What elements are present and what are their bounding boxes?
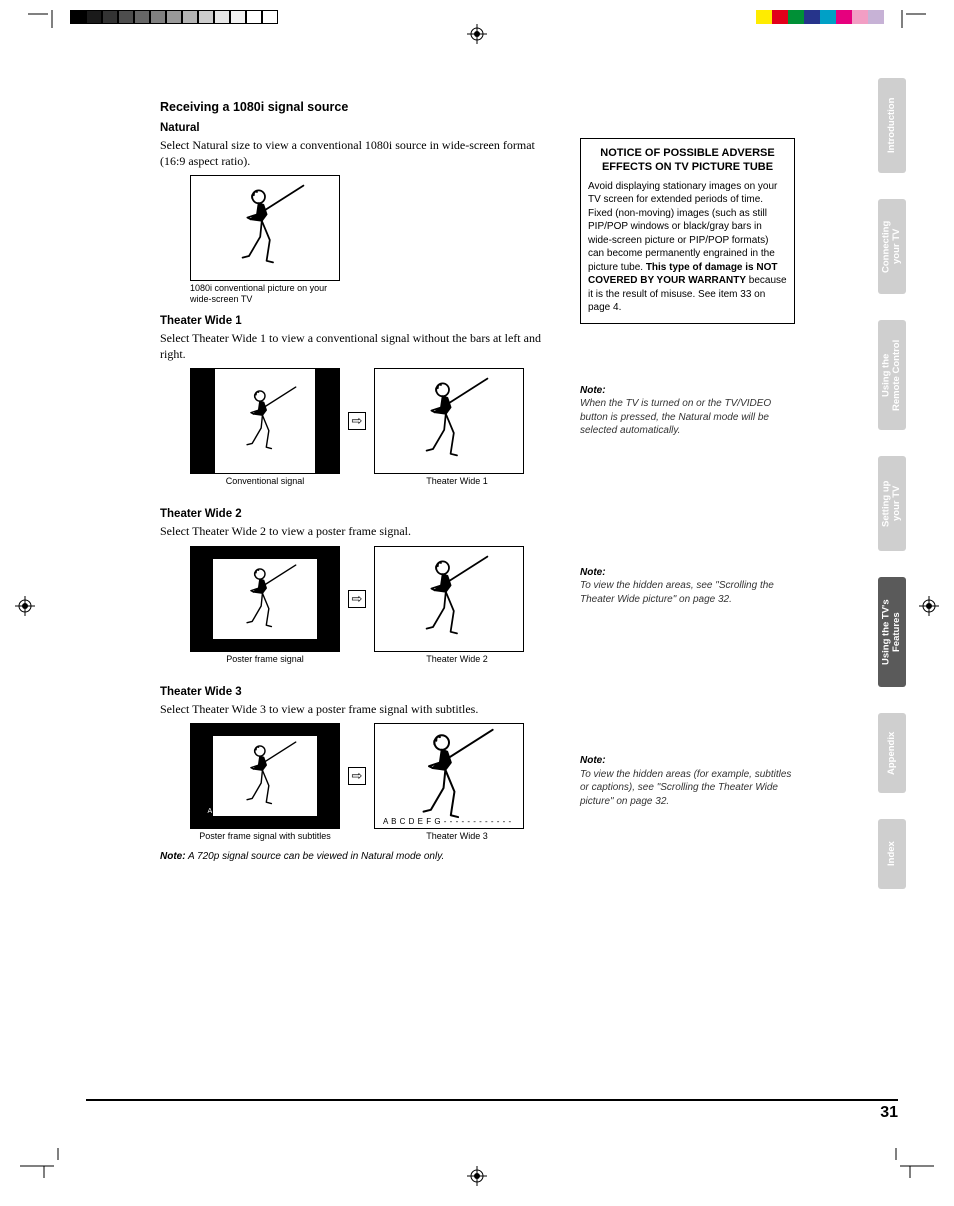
figure-tw1 <box>374 368 524 474</box>
body-text: Select Theater Wide 2 to view a poster f… <box>160 523 560 539</box>
note-block: Note: To view the hidden areas, see "Scr… <box>580 566 795 607</box>
notice-body: Avoid displaying stationary images on yo… <box>588 180 787 315</box>
registration-target-icon <box>919 596 939 616</box>
crop-mark-icon <box>28 10 58 28</box>
footnote-body: A 720p signal source can be viewed in Na… <box>186 851 445 862</box>
figure-caption: 1080i conventional picture on your wide-… <box>190 283 340 305</box>
figure-caption: Conventional signal <box>190 476 340 486</box>
figure-tw2 <box>374 546 524 652</box>
registration-target-icon <box>467 24 487 44</box>
color-swatch <box>756 10 884 24</box>
footnote-label: Note: <box>160 851 186 862</box>
subsection-heading: Theater Wide 3 <box>160 686 560 698</box>
crop-mark-icon <box>20 1148 60 1178</box>
caption-row: Poster frame signal with subtitles Theat… <box>190 831 560 841</box>
footnote: Note: A 720p signal source can be viewed… <box>160 851 560 862</box>
main-column: Receiving a 1080i signal source Natural … <box>160 100 560 862</box>
figure-caption: Theater Wide 2 <box>382 654 532 664</box>
tab-features[interactable]: Using the TV's Features <box>878 577 906 687</box>
subsection-heading: Theater Wide 2 <box>160 508 560 520</box>
caption-row: 1080i conventional picture on your wide-… <box>190 283 560 305</box>
registration-target-icon <box>15 596 35 616</box>
caption-row: Conventional signal Theater Wide 1 <box>190 476 560 486</box>
figure-caption: Poster frame signal with subtitles <box>190 831 340 841</box>
tab-index[interactable]: Index <box>878 819 906 889</box>
note-label: Note: <box>580 566 795 580</box>
subsection-heading: Natural <box>160 122 560 134</box>
subtitle-overlay: A B C D E F G - - - - - - - - - - - - <box>375 817 523 826</box>
figure-conventional <box>190 368 340 474</box>
arrow-icon: ⇨ <box>348 767 366 785</box>
notice-title: NOTICE OF POSSIBLE ADVERSE EFFECTS ON TV… <box>588 147 787 175</box>
body-text: Select Natural size to view a convention… <box>160 137 560 169</box>
section-heading: Receiving a 1080i signal source <box>160 100 560 114</box>
note-label: Note: <box>580 754 795 768</box>
figure-tw3: A B C D E F G - - - - - - - - - - - - <box>374 723 524 829</box>
body-text: Select Theater Wide 1 to view a conventi… <box>160 330 560 362</box>
figure-row <box>190 175 560 281</box>
tab-introduction[interactable]: Introduction <box>878 78 906 173</box>
figure-caption: Theater Wide 1 <box>382 476 532 486</box>
figure-natural <box>190 175 340 281</box>
page-content: Receiving a 1080i signal source Natural … <box>160 100 880 862</box>
arrow-icon: ⇨ <box>348 412 366 430</box>
subsection-heading: Theater Wide 1 <box>160 315 560 327</box>
section-tabs: Introduction Connecting your TV Using th… <box>878 78 906 889</box>
tab-appendix[interactable]: Appendix <box>878 713 906 793</box>
subtitle-overlay: A B C D E F G - - - - - - - - - - - - <box>191 808 339 815</box>
tab-remote[interactable]: Using the Remote Control <box>878 320 906 430</box>
grayscale-swatch <box>70 10 278 24</box>
body-text: Select Theater Wide 3 to view a poster f… <box>160 701 560 717</box>
note-label: Note: <box>580 384 795 398</box>
note-body: When the TV is turned on or the TV/VIDEO… <box>580 397 795 438</box>
note-block: Note: To view the hidden areas (for exam… <box>580 754 795 808</box>
note-body: To view the hidden areas, see "Scrolling… <box>580 579 795 606</box>
page-number: 31 <box>848 1101 898 1122</box>
notice-box: NOTICE OF POSSIBLE ADVERSE EFFECTS ON TV… <box>580 138 795 324</box>
figure-poster <box>190 546 340 652</box>
figure-row: A B C D E F G - - - - - - - - - - - - ⇨ … <box>190 723 560 829</box>
note-block: Note: When the TV is turned on or the TV… <box>580 384 795 438</box>
caption-row: Poster frame signal Theater Wide 2 <box>190 654 560 664</box>
crop-mark-icon <box>894 1148 934 1178</box>
figure-row: ⇨ <box>190 368 560 474</box>
arrow-icon: ⇨ <box>348 590 366 608</box>
side-column: NOTICE OF POSSIBLE ADVERSE EFFECTS ON TV… <box>580 100 795 808</box>
figure-caption: Poster frame signal <box>190 654 340 664</box>
note-body: To view the hidden areas (for example, s… <box>580 768 795 809</box>
tab-setup[interactable]: Setting up your TV <box>878 456 906 551</box>
crop-mark-icon <box>896 10 926 28</box>
figure-caption: Theater Wide 3 <box>382 831 532 841</box>
figure-row: ⇨ <box>190 546 560 652</box>
tab-connecting[interactable]: Connecting your TV <box>878 199 906 294</box>
figure-poster-subs: A B C D E F G - - - - - - - - - - - - <box>190 723 340 829</box>
registration-target-icon <box>467 1166 487 1186</box>
